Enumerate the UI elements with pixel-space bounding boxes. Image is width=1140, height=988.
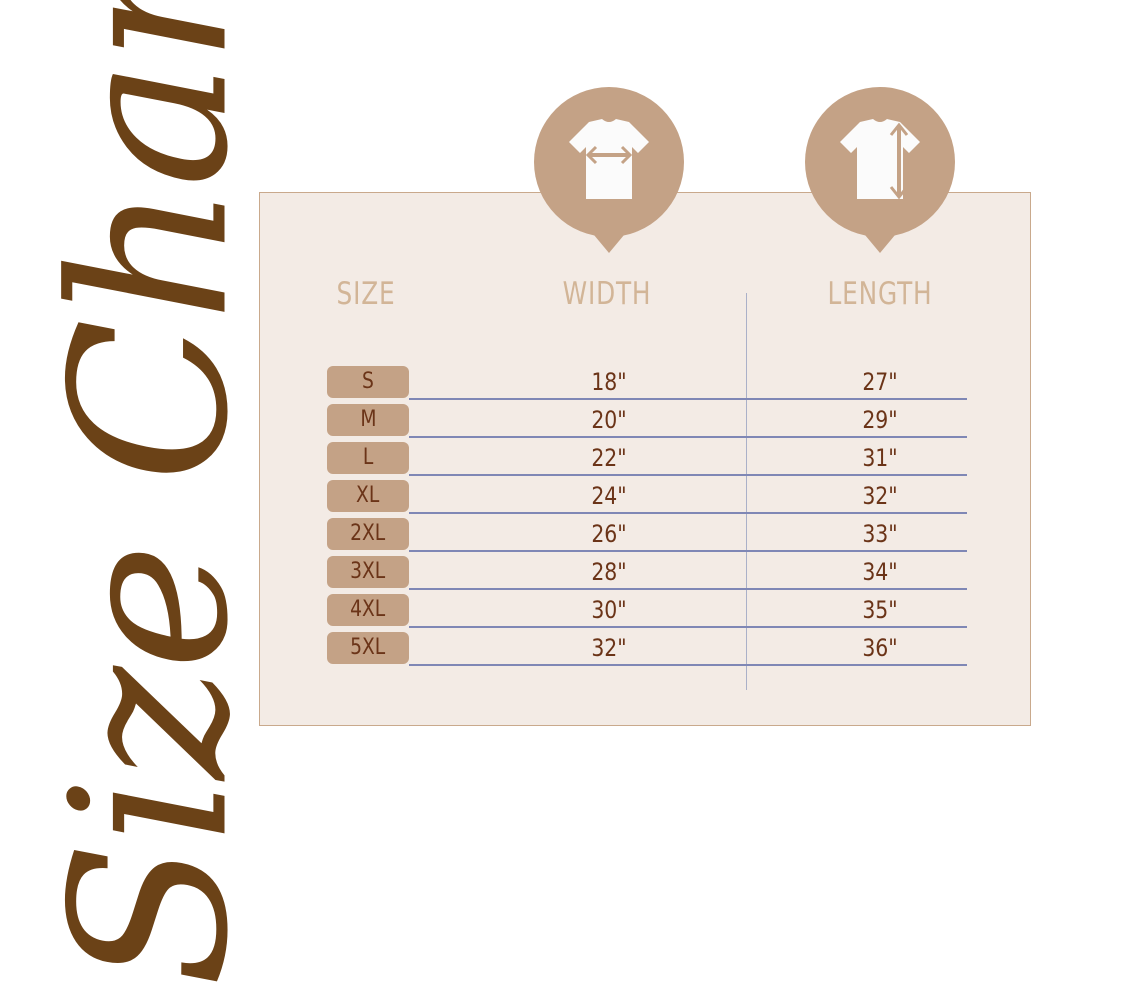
width-value: 22" — [591, 444, 627, 472]
size-label: 3XL — [350, 559, 386, 584]
row-rule — [409, 588, 967, 590]
length-value: 34" — [862, 558, 898, 586]
row-rule — [409, 398, 967, 400]
table-row: 4XL 30" 35" — [327, 594, 967, 632]
size-header: SIZE — [336, 276, 396, 312]
size-badge: 5XL — [327, 632, 409, 664]
row-rule — [409, 436, 967, 438]
width-value: 24" — [591, 482, 627, 510]
size-label: S — [362, 369, 374, 394]
table-row: 5XL 32" 36" — [327, 632, 967, 670]
width-value: 18" — [591, 368, 627, 396]
size-label: L — [362, 445, 374, 470]
row-rule — [409, 474, 967, 476]
column-divider — [746, 293, 747, 690]
chart-title: Size Chart — [24, 0, 276, 988]
table-row: 2XL 26" 33" — [327, 518, 967, 556]
size-label: 5XL — [350, 635, 386, 660]
width-value: 30" — [591, 596, 627, 624]
size-label: 2XL — [350, 521, 386, 546]
width-value: 32" — [591, 634, 627, 662]
length-value: 29" — [862, 406, 898, 434]
length-header: LENGTH — [827, 276, 933, 312]
row-rule — [409, 512, 967, 514]
row-rule — [409, 626, 967, 628]
length-value: 33" — [862, 520, 898, 548]
length-value: 27" — [862, 368, 898, 396]
row-rule — [409, 550, 967, 552]
table-row: L 22" 31" — [327, 442, 967, 480]
length-value: 32" — [862, 482, 898, 510]
size-badge: 2XL — [327, 518, 409, 550]
length-value: 35" — [862, 596, 898, 624]
width-value: 26" — [591, 520, 627, 548]
size-badge: XL — [327, 480, 409, 512]
size-label: M — [359, 407, 377, 432]
size-label: 4XL — [350, 597, 386, 622]
table-row: XL 24" 32" — [327, 480, 967, 518]
tshirt-width-icon — [534, 87, 684, 253]
length-value: 36" — [862, 634, 898, 662]
row-rule — [409, 664, 967, 666]
width-value: 20" — [591, 406, 627, 434]
size-badge: L — [327, 442, 409, 474]
tshirt-length-icon — [805, 87, 955, 253]
size-badge: S — [327, 366, 409, 398]
table-row: S 18" 27" — [327, 366, 967, 404]
size-badge: M — [327, 404, 409, 436]
width-value: 28" — [591, 558, 627, 586]
length-value: 31" — [862, 444, 898, 472]
table-row: M 20" 29" — [327, 404, 967, 442]
width-header: WIDTH — [562, 276, 652, 312]
table-row: 3XL 28" 34" — [327, 556, 967, 594]
size-badge: 3XL — [327, 556, 409, 588]
size-badge: 4XL — [327, 594, 409, 626]
size-label: XL — [356, 483, 380, 508]
